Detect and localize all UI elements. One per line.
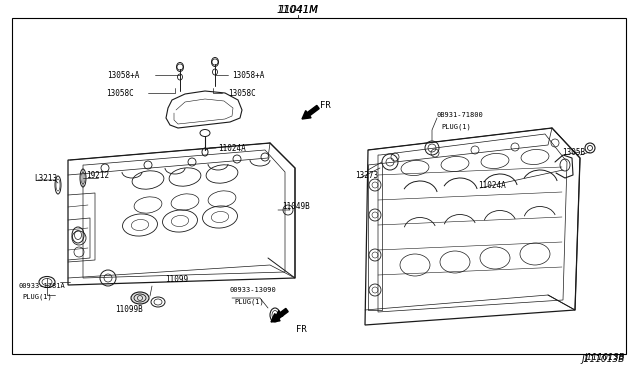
Text: 0B931-71800: 0B931-71800 <box>437 112 484 118</box>
Text: 11099: 11099 <box>165 276 188 285</box>
Ellipse shape <box>131 292 149 304</box>
Text: 11041M: 11041M <box>277 5 319 15</box>
Text: 13058C: 13058C <box>106 89 134 97</box>
Text: 11041M: 11041M <box>278 5 318 15</box>
Text: 00933-13090: 00933-13090 <box>230 287 276 293</box>
FancyArrow shape <box>302 105 319 119</box>
Text: PLUG(1): PLUG(1) <box>441 124 471 130</box>
Text: 00933-1281A: 00933-1281A <box>18 283 65 289</box>
Text: FR: FR <box>296 326 307 334</box>
Text: 13058C: 13058C <box>228 89 256 97</box>
Text: 11049B: 11049B <box>282 202 310 211</box>
Text: 13058+A: 13058+A <box>232 71 264 80</box>
Text: J111013B: J111013B <box>582 356 625 365</box>
FancyArrow shape <box>271 308 288 322</box>
Text: 19212: 19212 <box>86 170 109 180</box>
Text: L3213: L3213 <box>34 173 57 183</box>
Text: 11099B: 11099B <box>115 305 143 314</box>
Text: 13058+A: 13058+A <box>108 71 140 80</box>
Text: FR: FR <box>320 100 331 109</box>
Text: PLUG(1): PLUG(1) <box>22 294 52 300</box>
Text: 11024A: 11024A <box>218 144 246 153</box>
Text: 11024A: 11024A <box>478 180 506 189</box>
Text: 13273: 13273 <box>355 170 378 180</box>
Text: 1305B: 1305B <box>562 148 585 157</box>
Text: PLUG(1): PLUG(1) <box>234 299 264 305</box>
Text: J111013B: J111013B <box>584 353 625 362</box>
